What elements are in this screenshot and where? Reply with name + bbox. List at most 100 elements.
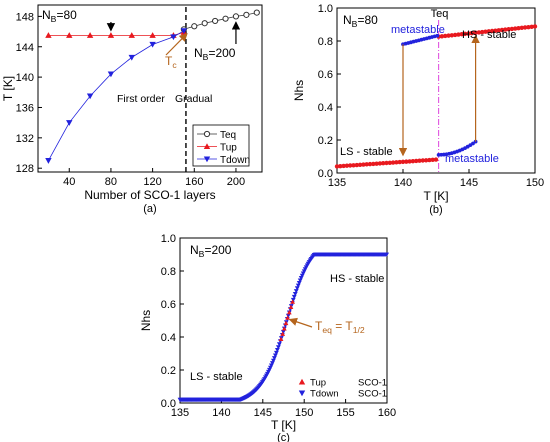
- panel-b-y-tick-label-5: 1.0: [318, 3, 333, 15]
- panel-a-y-tick-label-1: 132: [16, 133, 34, 145]
- panel-b-annotation-nb: NB=80: [343, 13, 378, 29]
- panel-b-red-point-27: [423, 158, 429, 163]
- panel-b-annotation-ls-stable: LS - stable: [340, 146, 393, 158]
- panel-c-tdown-point-114: [290, 297, 296, 303]
- panel-c-tdown-point-99: [275, 345, 281, 350]
- panel-b-frame: [336, 7, 536, 174]
- panel-b-red-point-20: [400, 159, 406, 165]
- panel-a-legend-marker-Tdown: [203, 156, 211, 163]
- panel-b-annotation-metastable-top: metastable: [391, 24, 445, 36]
- panel-b-red-point-7: [357, 162, 363, 168]
- panel-c-legend-label-Tdown: Tdown: [310, 389, 339, 400]
- panel-b-red-point-14: [381, 161, 386, 166]
- panel-a-y-tick-label-5: 148: [16, 11, 34, 23]
- panel-b-annotation-hs-stable: HS - stable: [462, 29, 516, 41]
- panel-b-red-point-12: [374, 161, 379, 166]
- panel-a-series-Tup-point-0: [45, 32, 52, 38]
- panel-a-legend-label-Teq: Teq: [220, 130, 236, 141]
- panel-a-x-tick-label-4: 200: [227, 176, 245, 188]
- panel-c-y-tick-label-2: 0.4: [161, 332, 176, 344]
- panel-c-y-axis-label: Nhs: [139, 310, 153, 331]
- panel-b-y-tick-label-4: 0.8: [318, 36, 333, 48]
- panel-a-series-Tdown-point-2: [86, 93, 94, 100]
- panel-b-red-point-55: [452, 32, 458, 38]
- panel-c-annotation-nb: NB=200: [190, 243, 232, 259]
- panel-a-annotation-first-order: First order: [117, 93, 165, 105]
- panel-c-tdown-point-98: [274, 348, 280, 353]
- panel-b-red-point-44: [516, 25, 521, 31]
- panel-c-y-tick-label-5: 1.0: [161, 233, 176, 245]
- panel-b-blue-point-27: [471, 141, 475, 146]
- panel-a-x-tick-label-2: 120: [143, 176, 161, 188]
- panel-a-x-tick-label-3: 160: [185, 176, 203, 188]
- panel-b-red-point-51: [439, 34, 445, 39]
- panel-b-red-point-28: [427, 157, 432, 163]
- panel-a: 40 80 120 160 200 128 132 136 140 144 148 NB=80 NB=…: [1, 4, 263, 215]
- panel-b-red-point-10: [367, 161, 373, 167]
- panel-a-legend-label-Tdown: Tdown: [220, 155, 250, 166]
- panel-a-y-tick-label-2: 136: [16, 102, 34, 114]
- panel-a-series-Tup-line: [48, 31, 184, 36]
- panel-b-red-point-45: [519, 25, 524, 31]
- panel-a-y-tick-label-0: 128: [16, 163, 34, 175]
- panel-b-red-point-15: [384, 160, 389, 166]
- panel-c-tup-point-5: [286, 310, 292, 315]
- panel-c-annotation-teq: Teq = T1/2: [315, 319, 365, 335]
- panel-b-x-tick-label-3: 150: [526, 177, 544, 189]
- panel-b-red-point-46: [522, 25, 528, 30]
- panel-a-series-Tup-point-4: [128, 32, 135, 38]
- panel-a-legend-box: [192, 124, 250, 167]
- panel-a-x-tick-label-1: 80: [105, 176, 117, 188]
- panel-b-y-tick-label-1: 0.2: [318, 135, 333, 147]
- panel-b-red-point-58: [462, 31, 468, 37]
- panel-c-y-tick-label-4: 0.8: [161, 266, 176, 278]
- panel-b-red-point-59: [466, 31, 471, 36]
- panel-b-red-point-26: [420, 158, 425, 163]
- panel-b-red-point-4: [348, 163, 353, 168]
- panel-a-series-Tdown-point-3: [107, 71, 115, 78]
- panel-c-tdown-point-208: [384, 252, 390, 257]
- panel-a-y-tick-label-4: 144: [16, 42, 34, 54]
- panel-b-blue-point-13: [435, 33, 440, 38]
- panel-a-series-Tdown-point-1: [66, 120, 73, 126]
- panel-c-y-tick-label-0: 0.0: [161, 398, 176, 410]
- panel-c-x-axis-label: T [K]: [271, 418, 296, 432]
- panel-a-legend-marker-Teq: [203, 130, 211, 138]
- panel-a-x-tick-label-0: 40: [63, 176, 75, 188]
- panel-c-legend-suffix-Tup: SCO-1: [358, 378, 387, 389]
- panel-b-red-point-61: [472, 30, 478, 36]
- panel-b-annotation-teq: Teq: [431, 8, 449, 20]
- panel-a-series-Tdown-point-4: [128, 54, 135, 61]
- panel-c-tup-point-6: [288, 304, 294, 310]
- panel-a-series-Teq-point-7: [253, 9, 260, 16]
- panel-a-series-Teq-point-3: [212, 17, 219, 25]
- panel-b-red-point-0: [334, 164, 340, 169]
- panel-b-x-axis-label: T [K]: [423, 189, 448, 203]
- panel-a-caption: (a): [143, 203, 156, 215]
- panel-b-red-point-37: [493, 28, 498, 33]
- panel-b-red-point-21: [404, 159, 409, 164]
- panel-b-red-point-42: [509, 26, 515, 32]
- panel-b-red-point-32: [476, 30, 482, 35]
- panel-b-red-point-3: [344, 163, 350, 168]
- panel-c-tdown-point-115: [291, 294, 297, 300]
- panel-b-red-point-33: [480, 29, 485, 35]
- panel-a-annotation-nb200: NB=200: [194, 46, 236, 62]
- panel-b-red-point-16: [387, 160, 392, 165]
- panel-b-red-point-34: [483, 29, 488, 34]
- panel-a-series-Tup-point-5: [149, 32, 156, 38]
- panel-b-red-point-2: [341, 163, 346, 169]
- panel-a-series-Tup-point-1: [66, 32, 73, 38]
- panel-b-red-point-19: [397, 159, 402, 165]
- panel-c-tup-point-2: [281, 326, 287, 331]
- panel-b-red-point-39: [499, 27, 505, 33]
- panel-b-y-tick-label-3: 0.6: [318, 69, 333, 81]
- panel-c-x-tick-label-5: 160: [378, 407, 396, 419]
- panel-c-caption: (c): [277, 432, 290, 442]
- panel-c-legend-suffix-Tdown: SCO-1: [358, 389, 387, 400]
- panel-c-x-tick-label-0: 135: [171, 407, 189, 419]
- panel-b-red-point-38: [496, 28, 501, 33]
- panel-a-series-Tdown-line: [48, 30, 185, 161]
- panel-a-legend-marker-Tup: [203, 143, 211, 150]
- panel-c-tdown-point-104: [280, 329, 286, 335]
